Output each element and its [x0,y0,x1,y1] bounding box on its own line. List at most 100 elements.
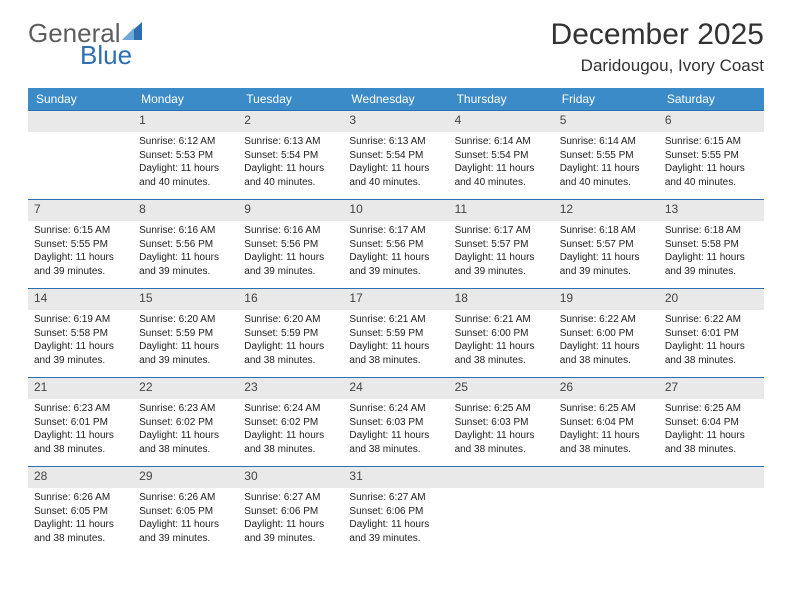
day-detail-line: Sunrise: 6:26 AM [34,491,127,505]
day-detail-line: Sunrise: 6:14 AM [560,135,653,149]
day-number-cell: 23 [238,378,343,400]
day-detail-line: Sunrise: 6:25 AM [665,402,758,416]
day-number-cell: 4 [449,111,554,133]
day-detail-line: Daylight: 11 hours and 38 minutes. [455,340,548,367]
day-detail-line: Sunset: 5:55 PM [560,149,653,163]
day-detail-line: Sunset: 6:03 PM [455,416,548,430]
day-detail-line: Sunset: 5:59 PM [139,327,232,341]
day-detail-line: Daylight: 11 hours and 38 minutes. [560,429,653,456]
day-detail-cell: Sunrise: 6:27 AMSunset: 6:06 PMDaylight:… [343,488,448,555]
day-detail-line: Daylight: 11 hours and 38 minutes. [139,429,232,456]
day-detail-line: Sunrise: 6:25 AM [455,402,548,416]
day-detail-line: Daylight: 11 hours and 38 minutes. [455,429,548,456]
day-detail-line: Daylight: 11 hours and 38 minutes. [34,429,127,456]
day-detail-line: Daylight: 11 hours and 38 minutes. [665,340,758,367]
day-detail-row: Sunrise: 6:23 AMSunset: 6:01 PMDaylight:… [28,399,764,467]
day-detail-line: Sunset: 5:53 PM [139,149,232,163]
day-detail-line: Daylight: 11 hours and 39 minutes. [665,251,758,278]
day-detail-line: Sunset: 5:54 PM [455,149,548,163]
day-detail-cell: Sunrise: 6:16 AMSunset: 5:56 PMDaylight:… [238,221,343,289]
weekday-header: Friday [554,88,659,111]
weekday-header: Thursday [449,88,554,111]
day-number-row: 14151617181920 [28,289,764,311]
day-number-cell: 14 [28,289,133,311]
day-detail-cell: Sunrise: 6:23 AMSunset: 6:02 PMDaylight:… [133,399,238,467]
day-detail-line: Sunset: 5:54 PM [244,149,337,163]
day-detail-line: Daylight: 11 hours and 40 minutes. [665,162,758,189]
day-detail-cell [554,488,659,555]
day-detail-row: Sunrise: 6:12 AMSunset: 5:53 PMDaylight:… [28,132,764,200]
day-detail-line: Sunrise: 6:24 AM [349,402,442,416]
day-detail-cell: Sunrise: 6:18 AMSunset: 5:57 PMDaylight:… [554,221,659,289]
day-number-row: 123456 [28,111,764,133]
day-detail-line: Sunrise: 6:17 AM [455,224,548,238]
day-detail-line: Sunrise: 6:22 AM [560,313,653,327]
day-detail-line: Sunrise: 6:24 AM [244,402,337,416]
day-number-cell: 31 [343,467,448,489]
day-detail-line: Daylight: 11 hours and 39 minutes. [139,518,232,545]
day-detail-line: Sunset: 6:06 PM [349,505,442,519]
day-number-cell: 28 [28,467,133,489]
day-detail-cell: Sunrise: 6:15 AMSunset: 5:55 PMDaylight:… [28,221,133,289]
day-detail-cell [449,488,554,555]
day-number-cell: 5 [554,111,659,133]
day-detail-line: Sunset: 6:04 PM [665,416,758,430]
day-detail-line: Sunset: 6:05 PM [34,505,127,519]
day-detail-line: Sunset: 5:58 PM [34,327,127,341]
day-number-cell: 1 [133,111,238,133]
weekday-header: Sunday [28,88,133,111]
day-detail-line: Sunrise: 6:23 AM [34,402,127,416]
day-detail-line: Sunset: 5:55 PM [34,238,127,252]
day-detail-line: Sunrise: 6:27 AM [349,491,442,505]
day-detail-cell: Sunrise: 6:17 AMSunset: 5:57 PMDaylight:… [449,221,554,289]
day-detail-cell: Sunrise: 6:14 AMSunset: 5:55 PMDaylight:… [554,132,659,200]
day-number-cell: 2 [238,111,343,133]
calendar-table: SundayMondayTuesdayWednesdayThursdayFrid… [28,88,764,555]
day-detail-line: Daylight: 11 hours and 39 minutes. [349,251,442,278]
day-detail-cell: Sunrise: 6:26 AMSunset: 6:05 PMDaylight:… [133,488,238,555]
day-detail-line: Daylight: 11 hours and 40 minutes. [244,162,337,189]
day-detail-cell: Sunrise: 6:23 AMSunset: 6:01 PMDaylight:… [28,399,133,467]
day-detail-line: Sunrise: 6:27 AM [244,491,337,505]
day-detail-cell: Sunrise: 6:25 AMSunset: 6:04 PMDaylight:… [554,399,659,467]
day-detail-line: Daylight: 11 hours and 39 minutes. [139,251,232,278]
day-number-cell: 9 [238,200,343,222]
day-detail-line: Sunset: 5:57 PM [560,238,653,252]
day-number-cell: 7 [28,200,133,222]
day-detail-cell: Sunrise: 6:13 AMSunset: 5:54 PMDaylight:… [238,132,343,200]
day-detail-line: Sunrise: 6:13 AM [244,135,337,149]
day-detail-line: Daylight: 11 hours and 38 minutes. [349,429,442,456]
day-detail-cell: Sunrise: 6:26 AMSunset: 6:05 PMDaylight:… [28,488,133,555]
day-detail-line: Sunset: 5:59 PM [244,327,337,341]
day-number-cell: 3 [343,111,448,133]
day-detail-line: Daylight: 11 hours and 39 minutes. [349,518,442,545]
day-detail-line: Sunset: 6:00 PM [560,327,653,341]
day-detail-line: Sunset: 6:00 PM [455,327,548,341]
day-number-cell: 27 [659,378,764,400]
day-detail-line: Sunset: 6:03 PM [349,416,442,430]
day-detail-line: Sunrise: 6:21 AM [455,313,548,327]
day-detail-cell: Sunrise: 6:20 AMSunset: 5:59 PMDaylight:… [238,310,343,378]
day-detail-line: Daylight: 11 hours and 40 minutes. [560,162,653,189]
day-number-cell: 25 [449,378,554,400]
day-detail-cell [659,488,764,555]
day-detail-line: Sunrise: 6:15 AM [34,224,127,238]
weekday-header: Saturday [659,88,764,111]
title-block: December 2025 Daridougou, Ivory Coast [551,18,764,76]
day-detail-cell [28,132,133,200]
day-detail-line: Sunset: 5:56 PM [139,238,232,252]
day-detail-cell: Sunrise: 6:25 AMSunset: 6:03 PMDaylight:… [449,399,554,467]
day-detail-line: Daylight: 11 hours and 39 minutes. [244,518,337,545]
day-detail-row: Sunrise: 6:15 AMSunset: 5:55 PM Daylight:… [28,221,764,289]
day-detail-cell: Sunrise: 6:21 AMSunset: 6:00 PMDaylight:… [449,310,554,378]
day-number-row: 21222324252627 [28,378,764,400]
day-number-cell: 26 [554,378,659,400]
day-detail-line: Daylight: 11 hours and 38 minutes. [244,340,337,367]
day-detail-line: Sunset: 6:02 PM [139,416,232,430]
day-detail-cell: Sunrise: 6:25 AMSunset: 6:04 PMDaylight:… [659,399,764,467]
day-detail-line: Daylight: 11 hours and 40 minutes. [455,162,548,189]
day-number-cell: 22 [133,378,238,400]
day-detail-row: Sunrise: 6:19 AMSunset: 5:58 PMDaylight:… [28,310,764,378]
day-detail-line: Sunset: 5:59 PM [349,327,442,341]
day-detail-line: Sunset: 6:01 PM [665,327,758,341]
